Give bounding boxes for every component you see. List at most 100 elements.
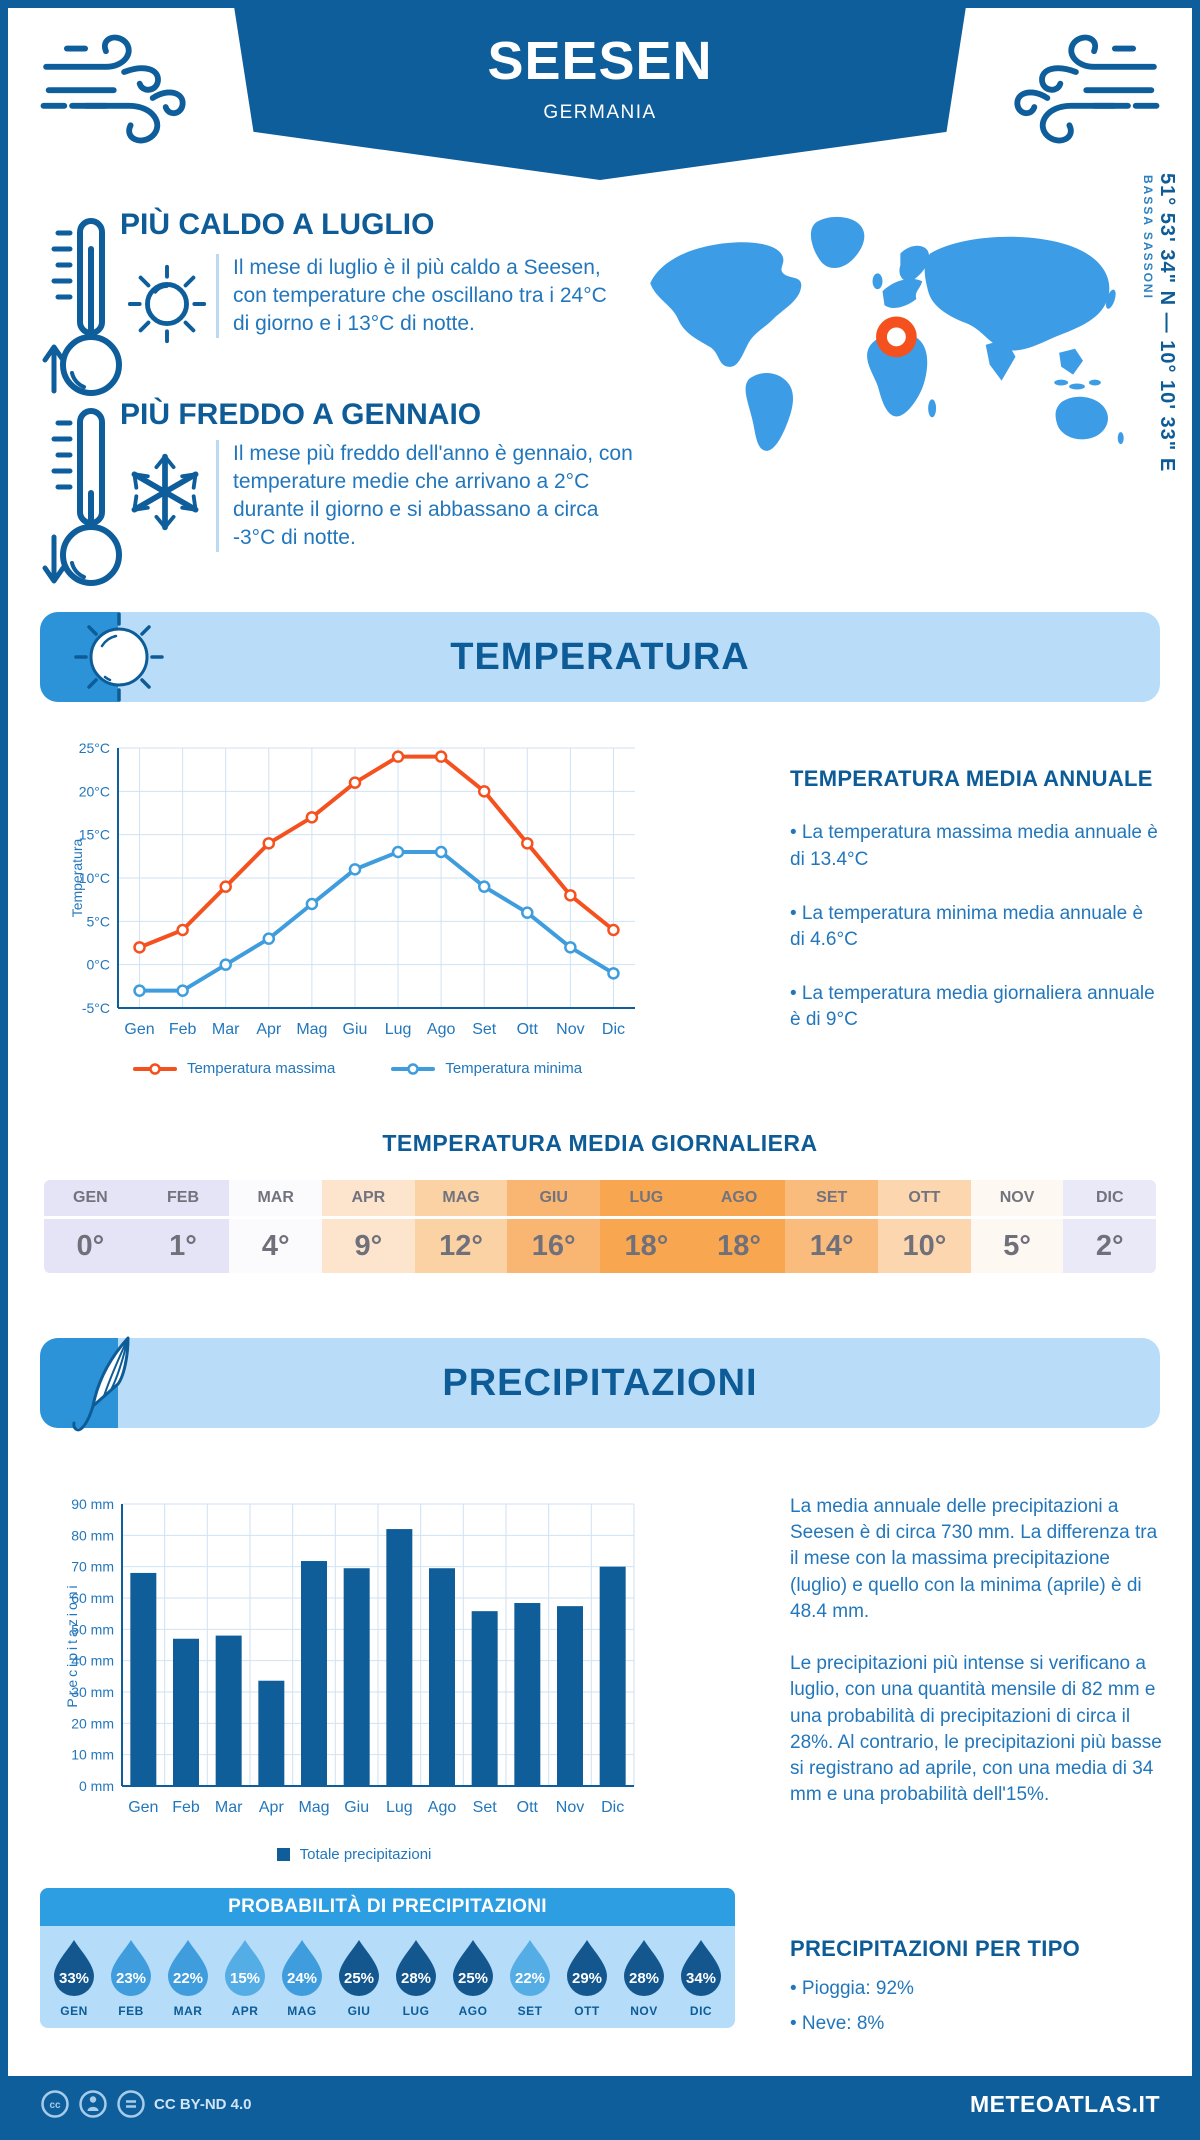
svg-text:Nov: Nov (556, 1799, 584, 1816)
svg-text:Giu: Giu (344, 1799, 369, 1816)
wind-icon (1014, 34, 1160, 144)
svg-text:10 mm: 10 mm (71, 1747, 114, 1763)
probability-drop-apr: 15% APR (219, 1938, 271, 2018)
month-temperature: 18° (692, 1219, 786, 1273)
svg-text:Apr: Apr (259, 1799, 285, 1816)
month-label: MAG (414, 1180, 508, 1216)
drop-month-label: SET (517, 2004, 543, 2018)
warm-text: Il mese di luglio è il più caldo a Seese… (216, 254, 625, 338)
svg-text:Set: Set (472, 1021, 497, 1038)
month-temperature: 14° (785, 1219, 879, 1273)
month-column-lug: LUG 18° (600, 1180, 693, 1273)
month-temperature: 5° (970, 1219, 1064, 1273)
svg-text:15%: 15% (230, 1970, 260, 1987)
month-column-gen: GEN 0° (44, 1180, 137, 1273)
drop-month-label: GIU (347, 2004, 371, 2018)
month-label: OTT (878, 1180, 971, 1216)
month-label: FEB (136, 1180, 230, 1216)
legend-label: Temperatura massima (186, 1060, 336, 1077)
water-drop-icon: 34% (681, 1940, 721, 1996)
svg-text:Giu: Giu (343, 1021, 368, 1038)
water-drop-icon: 29% (567, 1940, 607, 1996)
probability-drop-lug: 28% LUG (390, 1938, 442, 2018)
svg-text:29%: 29% (572, 1970, 602, 1987)
coordinates: 51° 53' 34" N — 10° 10' 33" E BASSA SASS… (1141, 173, 1178, 633)
region-text: BASSA SASSONI (1141, 175, 1155, 300)
svg-text:28%: 28% (629, 1970, 659, 1987)
precipitation-chart: 0 mm 10 mm 20 mm 30 mm 40 mm 50 mm 60 mm 70 mm 8… (64, 1492, 644, 1837)
svg-text:30 mm: 30 mm (71, 1684, 114, 1700)
month-label: NOV (970, 1180, 1064, 1216)
footer: cc CC BY-ND 4.0 METEOATLAS.IT (8, 2076, 1192, 2132)
precipitation-type-bullets: • Pioggia: 92% • Neve: 8% (790, 1976, 1162, 2036)
month-column-ago: AGO 18° (692, 1180, 786, 1273)
drop-month-label: FEB (118, 2004, 144, 2018)
month-column-set: SET 14° (785, 1180, 879, 1273)
svg-text:Dic: Dic (601, 1799, 624, 1816)
text-line: • La temperatura minima media annuale è … (790, 902, 1144, 951)
sun-icon (74, 612, 164, 702)
month-label: GIU (507, 1180, 601, 1216)
svg-text:Dic: Dic (602, 1021, 625, 1038)
daily-temperature-table: GEN 0° FEB 1° MAR 4° APR 9° MAG 12° GIU 16° LUG 18° AG… (44, 1180, 1157, 1273)
drop-month-label: MAG (287, 2004, 317, 2018)
water-drop-icon: 28% (396, 1940, 436, 1996)
precipitation-probability-panel: PROBABILITÀ DI PRECIPITAZIONI 33% GEN 23% F… (40, 1888, 735, 2028)
coordinates-text: 51° 53' 34" N — 10° 10' 33" E (1156, 173, 1178, 473)
precipitation-paragraphs: La media annuale delle precipitazioni a … (790, 1494, 1162, 1808)
water-drop-icon: 28% (624, 1940, 664, 1996)
svg-text:25°C: 25°C (79, 740, 110, 756)
text-line: Le precipitazioni più intense si verific… (790, 1653, 1162, 1806)
water-drop-icon: 22% (168, 1940, 208, 1996)
temperature-legend: Temperatura massima Temperatura minima (70, 1060, 645, 1077)
text-line: • La temperatura media giornaliera annua… (790, 983, 1155, 1031)
drop-month-label: OTT (574, 2004, 600, 2018)
svg-text:15°C: 15°C (79, 827, 110, 843)
month-column-giu: GIU 16° (507, 1180, 601, 1273)
water-drop-icon: 25% (339, 1940, 379, 1996)
month-temperature: 4° (229, 1219, 323, 1273)
header-banner: SEESEN GERMANIA (234, 8, 966, 180)
water-drop-icon: 25% (453, 1940, 493, 1996)
svg-text:Temperatura: Temperatura (70, 838, 85, 917)
month-temperature: 2° (1063, 1219, 1157, 1273)
cold-heading: PIÙ FREDDO A GENNAIO (120, 398, 482, 431)
month-label: MAR (229, 1180, 323, 1216)
daily-temperature-title: TEMPERATURA MEDIA GIORNALIERA (382, 1130, 818, 1156)
text-line: • Pioggia: 92% (790, 1978, 914, 2000)
drop-month-label: APR (231, 2004, 259, 2018)
drop-month-label: GEN (60, 2004, 88, 2018)
svg-text:Lug: Lug (386, 1799, 413, 1816)
month-column-nov: NOV 5° (970, 1180, 1064, 1273)
water-drop-icon: 22% (510, 1940, 550, 1996)
month-label: GEN (44, 1180, 137, 1216)
temperature-section-band: TEMPERATURA (40, 612, 1160, 702)
svg-text:Ott: Ott (517, 1799, 539, 1816)
drop-month-label: LUG (402, 2004, 430, 2018)
svg-text:Mar: Mar (215, 1799, 243, 1816)
svg-text:33%: 33% (59, 1970, 89, 1987)
probability-title: PROBABILITÀ DI PRECIPITAZIONI (40, 1888, 735, 1926)
month-temperature: 18° (600, 1219, 693, 1273)
probability-drop-mag: 24% MAG (276, 1938, 328, 2018)
water-drop-icon: 33% (54, 1940, 94, 1996)
month-label: LUG (600, 1180, 693, 1216)
legend-item: Temperatura massima (132, 1060, 336, 1077)
probability-drop-gen: 33% GEN (48, 1938, 100, 2018)
cc-icon: cc (41, 2090, 69, 2118)
probability-drop-set: 22% SET (504, 1938, 556, 2018)
probability-drop-mar: 22% MAR (162, 1938, 214, 2018)
svg-text:22%: 22% (515, 1970, 545, 1987)
svg-text:Gen: Gen (128, 1799, 158, 1816)
text-line: La media annuale delle precipitazioni a … (790, 1496, 1158, 1622)
drop-month-label: MAR (173, 2004, 203, 2018)
svg-text:25%: 25% (458, 1970, 488, 1987)
page-title: SEESEN (487, 31, 713, 91)
month-column-apr: APR 9° (322, 1180, 415, 1273)
month-column-ott: OTT 10° (878, 1180, 971, 1273)
sun-icon (127, 264, 207, 344)
precipitation-legend: Totale precipitazioni (64, 1846, 644, 1863)
svg-text:-5°C: -5°C (82, 1000, 110, 1016)
svg-text:Mag: Mag (296, 1021, 327, 1038)
